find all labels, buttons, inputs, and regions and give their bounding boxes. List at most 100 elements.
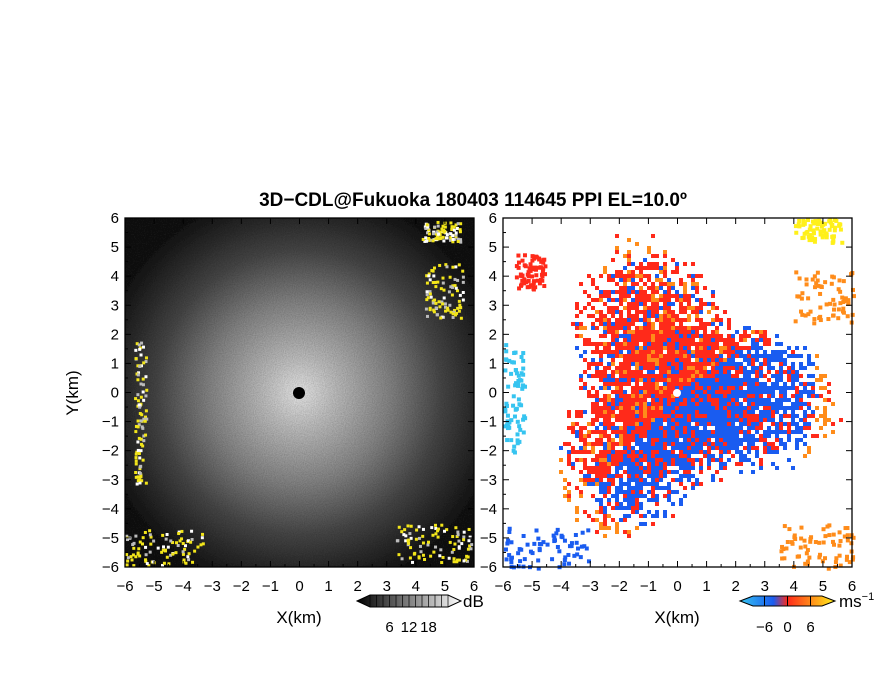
velocity-pixel — [631, 434, 635, 438]
clutter-pixel — [426, 231, 430, 235]
velocity-pixel — [627, 350, 631, 354]
velocity-pixel — [771, 450, 775, 454]
velocity-pixel — [767, 362, 771, 366]
velocity-pixel — [795, 374, 799, 378]
velocity-pixel — [747, 362, 751, 366]
velocity-pixel — [599, 454, 603, 458]
velocity-pixel — [679, 330, 683, 334]
velocity-pixel — [807, 358, 811, 362]
velocity-pixel — [691, 338, 695, 342]
velocity-pixel — [635, 350, 639, 354]
velocity-edge-pixel — [518, 427, 523, 432]
velocity-edge-pixel — [507, 553, 512, 558]
velocity-pixel — [647, 462, 651, 466]
velocity-pixel — [675, 362, 679, 366]
velocity-pixel — [727, 430, 731, 434]
velocity-pixel — [807, 414, 811, 418]
velocity-pixel — [627, 410, 631, 414]
velocity-pixel — [751, 402, 755, 406]
velocity-edge-pixel — [512, 444, 517, 449]
velocity-pixel — [611, 426, 615, 430]
clutter-pixel — [134, 452, 138, 456]
velocity-edge-pixel — [780, 544, 785, 549]
velocity-pixel — [651, 482, 655, 486]
velocity-pixel — [623, 286, 627, 290]
velocity-pixel — [575, 326, 579, 330]
velocity-pixel — [615, 322, 619, 326]
velocity-pixel — [595, 474, 599, 478]
velocity-pixel — [727, 406, 731, 410]
velocity-pixel — [775, 358, 779, 362]
velocity-pixel — [747, 426, 751, 430]
velocity-pixel — [663, 282, 667, 286]
y-tick-label: 4 — [489, 268, 497, 285]
velocity-edge-pixel — [782, 556, 787, 561]
velocity-pixel — [631, 278, 635, 282]
clutter-pixel — [426, 543, 430, 547]
velocity-pixel — [771, 394, 775, 398]
velocity-edge-pixel — [838, 222, 843, 227]
velocity-pixel — [651, 454, 655, 458]
velocity-pixel — [631, 362, 635, 366]
velocity-pixel — [603, 326, 607, 330]
velocity-pixel — [643, 454, 647, 458]
velocity-edge-pixel — [536, 536, 541, 541]
velocity-pixel — [703, 406, 707, 410]
velocity-pixel — [639, 410, 643, 414]
velocity-pixel — [795, 402, 799, 406]
velocity-pixel — [723, 422, 727, 426]
clutter-pixel — [182, 560, 186, 564]
clutter-pixel — [435, 232, 439, 236]
velocity-pixel — [779, 366, 783, 370]
clutter-pixel — [137, 343, 141, 347]
velocity-edge-pixel — [794, 230, 799, 235]
velocity-pixel — [603, 346, 607, 350]
velocity-pixel — [699, 306, 703, 310]
velocity-edge-pixel — [557, 549, 562, 554]
velocity-pixel — [699, 434, 703, 438]
clutter-pixel — [449, 285, 453, 289]
clutter-pixel — [427, 232, 431, 236]
velocity-pixel — [595, 510, 599, 514]
velocity-pixel — [651, 366, 655, 370]
velocity-pixel — [647, 354, 651, 358]
clutter-pixel — [442, 296, 446, 300]
velocity-pixel — [687, 334, 691, 338]
velocity-pixel — [627, 502, 631, 506]
velocity-edge-pixel — [579, 544, 584, 549]
velocity-pixel — [631, 262, 635, 266]
velocity-pixel — [711, 346, 715, 350]
velocity-pixel — [707, 362, 711, 366]
velocity-pixel — [727, 434, 731, 438]
clutter-pixel — [165, 555, 169, 559]
velocity-edge-pixel — [540, 269, 545, 274]
velocity-pixel — [795, 438, 799, 442]
velocity-pixel — [583, 350, 587, 354]
velocity-pixel — [659, 286, 663, 290]
velocity-pixel — [627, 498, 631, 502]
velocity-pixel — [755, 450, 759, 454]
velocity-pixel — [727, 374, 731, 378]
velocity-edge-pixel — [798, 545, 803, 550]
velocity-pixel — [595, 362, 599, 366]
velocity-edge-pixel — [845, 314, 850, 319]
velocity-pixel — [619, 442, 623, 446]
velocity-pixel — [687, 346, 691, 350]
velocity-pixel — [579, 310, 583, 314]
clutter-pixel — [434, 285, 438, 289]
velocity-pixel — [687, 402, 691, 406]
velocity-pixel — [691, 446, 695, 450]
velocity-pixel — [611, 430, 615, 434]
velocity-pixel — [775, 422, 779, 426]
velocity-pixel — [679, 426, 683, 430]
velocity-pixel — [819, 378, 823, 382]
clutter-pixel — [147, 564, 151, 568]
velocity-pixel — [623, 402, 627, 406]
velocity-pixel — [603, 462, 607, 466]
velocity-pixel — [659, 326, 663, 330]
velocity-pixel — [639, 274, 643, 278]
velocity-pixel — [739, 370, 743, 374]
velocity-pixel — [635, 410, 639, 414]
velocity-pixel — [671, 490, 675, 494]
clutter-pixel — [451, 238, 455, 242]
